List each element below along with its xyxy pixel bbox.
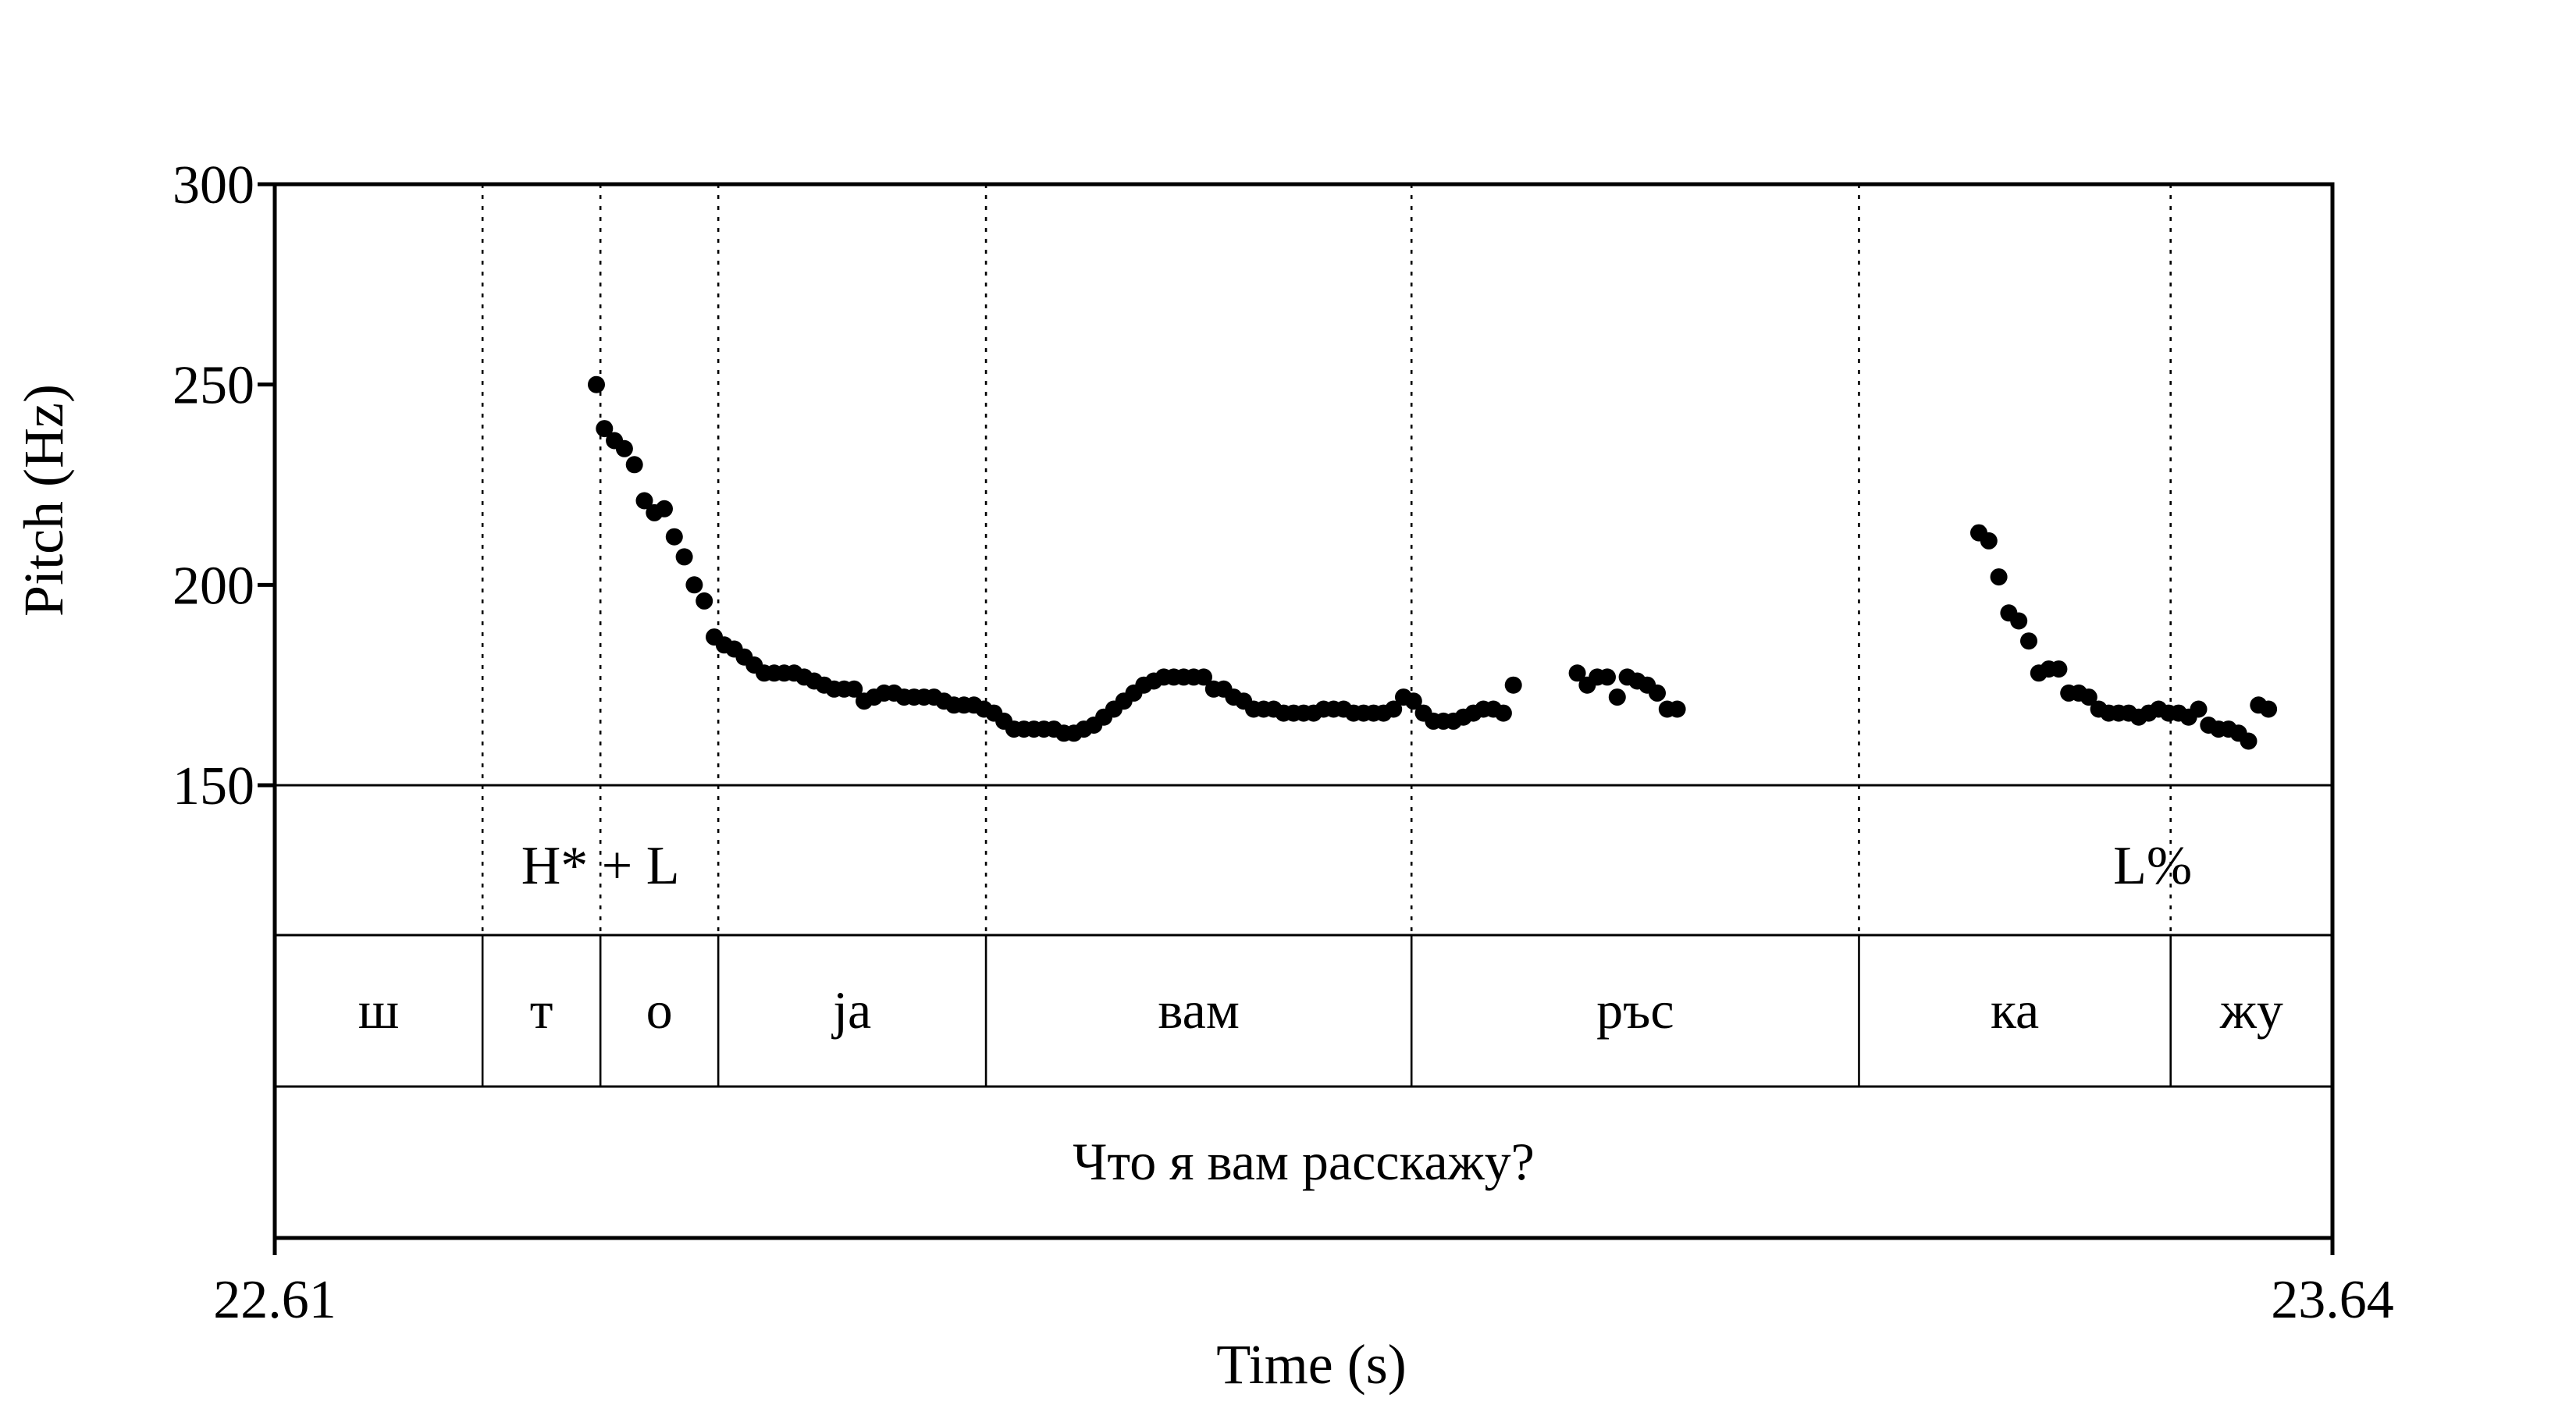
pitch-point <box>1195 668 1212 686</box>
x-axis: 22.61 23.64 Time (s) <box>213 1238 2394 1396</box>
pitch-point <box>696 592 713 610</box>
pitch-point <box>1990 568 2008 586</box>
tone-tier: H* + L L% <box>521 836 2192 896</box>
y-axis: 150 200 250 300 Pitch (Hz) <box>12 155 275 816</box>
x-tick-label: 23.64 <box>2271 1270 2394 1330</box>
segment-label: о <box>646 980 673 1040</box>
pitch-point <box>656 500 673 518</box>
pitch-point <box>1649 684 1666 702</box>
tone-label: L% <box>2113 836 2192 896</box>
y-tick-label: 250 <box>173 356 254 416</box>
pitch-point <box>2020 632 2037 650</box>
pitch-point <box>2010 612 2028 630</box>
segment-label: ш <box>358 980 399 1040</box>
pitch-point <box>635 492 653 510</box>
pitch-point <box>685 576 703 594</box>
pitch-point <box>596 420 614 438</box>
pitch-point <box>1504 676 1522 694</box>
pitch-point <box>1608 688 1626 706</box>
pitch-point <box>1568 664 1586 682</box>
y-tick-label: 150 <box>173 756 254 816</box>
segment-label: т <box>530 980 553 1040</box>
pitch-point <box>665 528 683 546</box>
pitch-point <box>1494 704 1512 722</box>
utterance-label: Что я вам расскажу? <box>1073 1132 1535 1191</box>
x-axis-title: Time (s) <box>1216 1333 1406 1396</box>
segment-boundary-lines <box>481 184 2172 935</box>
pitch-point <box>1404 692 1422 710</box>
segment-label: ръс <box>1596 980 1674 1040</box>
segment-label: ка <box>1991 980 2039 1040</box>
y-tick-label: 200 <box>173 556 254 616</box>
y-tick-label: 300 <box>173 155 254 215</box>
pitch-point <box>588 375 605 393</box>
pitch-point <box>615 439 633 457</box>
pitch-point <box>675 548 693 566</box>
pitch-point <box>1599 668 1616 686</box>
pitch-point <box>2080 688 2097 706</box>
tone-label: H* + L <box>521 836 680 896</box>
tier-boundary-lines <box>481 935 2172 1087</box>
pitch-point <box>2260 700 2278 718</box>
pitch-point <box>1980 532 1998 550</box>
pitch-points <box>588 375 2278 750</box>
pitch-point <box>1668 700 1686 718</box>
segment-label: ja <box>831 980 871 1040</box>
segment-label: жу <box>2219 980 2283 1040</box>
pitch-point <box>2050 660 2068 678</box>
pitch-point <box>2190 700 2208 718</box>
utterance-tier: Что я вам расскажу? <box>1073 1132 1535 1191</box>
plot-frame <box>272 182 2335 1240</box>
pitch-point <box>845 680 863 698</box>
pitch-point <box>1385 700 1403 718</box>
outer-frame <box>272 182 2335 1240</box>
segment-tier: ш т о ja вам ръс ка жу <box>358 980 2283 1040</box>
segment-label: вам <box>1158 980 1239 1040</box>
y-axis-title: Pitch (Hz) <box>12 384 75 617</box>
x-tick-label: 22.61 <box>213 1270 336 1330</box>
pitch-point <box>2240 732 2258 750</box>
pitch-point <box>625 456 643 474</box>
